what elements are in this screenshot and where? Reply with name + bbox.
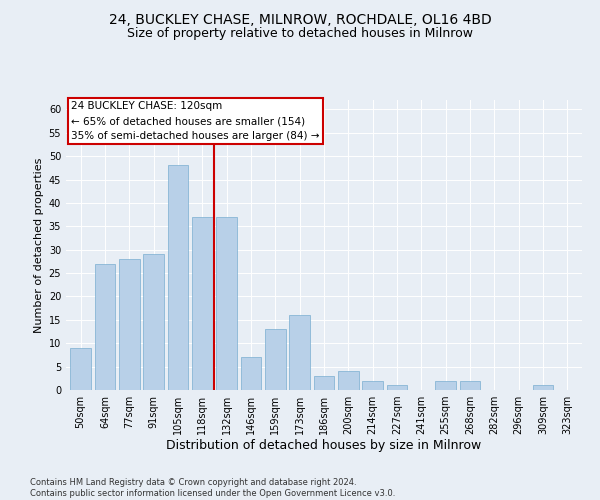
Bar [192, 217, 212, 390]
Bar [338, 372, 359, 390]
Text: 24 BUCKLEY CHASE: 120sqm
← 65% of detached houses are smaller (154)
35% of semi-: 24 BUCKLEY CHASE: 120sqm ← 65% of detach… [71, 102, 320, 141]
Text: Contains HM Land Registry data © Crown copyright and database right 2024.
Contai: Contains HM Land Registry data © Crown c… [30, 478, 395, 498]
Bar [241, 358, 262, 390]
Bar [436, 380, 456, 390]
Y-axis label: Number of detached properties: Number of detached properties [34, 158, 44, 332]
Text: 24, BUCKLEY CHASE, MILNROW, ROCHDALE, OL16 4BD: 24, BUCKLEY CHASE, MILNROW, ROCHDALE, OL… [109, 12, 491, 26]
Bar [143, 254, 164, 390]
X-axis label: Distribution of detached houses by size in Milnrow: Distribution of detached houses by size … [166, 438, 482, 452]
Bar [216, 217, 237, 390]
Bar [314, 376, 334, 390]
Bar [70, 348, 91, 390]
Bar [460, 380, 481, 390]
Bar [167, 166, 188, 390]
Bar [265, 329, 286, 390]
Text: Size of property relative to detached houses in Milnrow: Size of property relative to detached ho… [127, 28, 473, 40]
Bar [386, 386, 407, 390]
Bar [289, 315, 310, 390]
Bar [533, 386, 553, 390]
Bar [119, 259, 140, 390]
Bar [362, 380, 383, 390]
Bar [95, 264, 115, 390]
